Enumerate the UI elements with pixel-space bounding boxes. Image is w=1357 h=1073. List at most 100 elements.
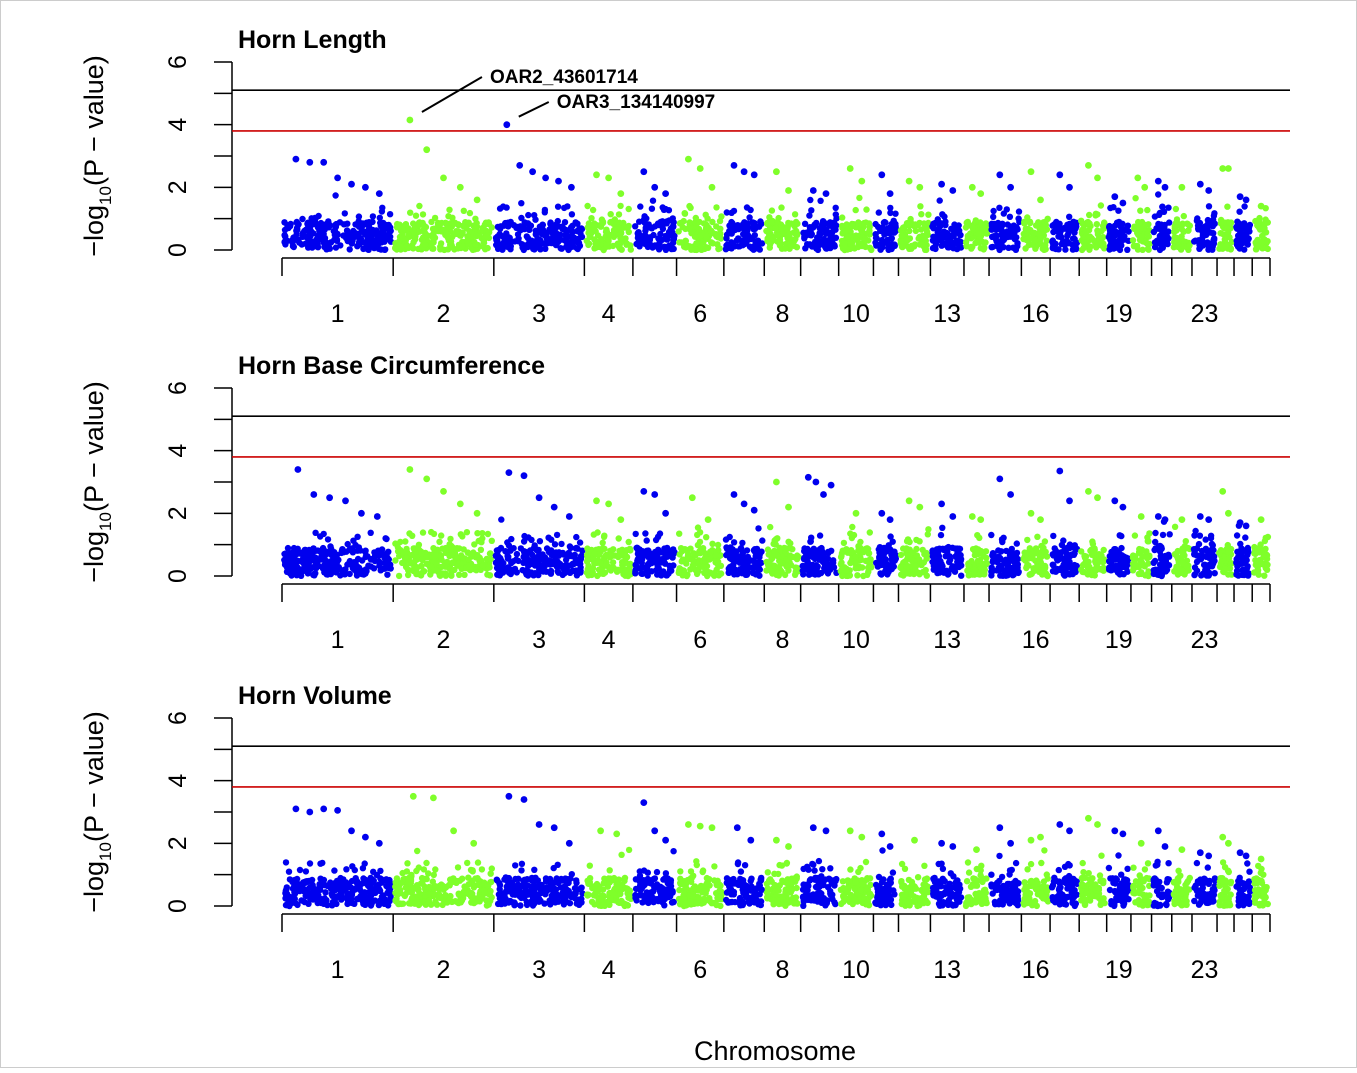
peak-snp-point bbox=[996, 171, 1003, 178]
snp-point bbox=[363, 897, 369, 903]
snp-point bbox=[670, 240, 676, 246]
snp-point bbox=[1058, 228, 1064, 234]
peak-snp-point bbox=[731, 491, 738, 498]
snp-point bbox=[584, 551, 590, 557]
snp-point bbox=[567, 543, 573, 549]
snp-point bbox=[958, 573, 964, 579]
snp-point bbox=[540, 568, 546, 574]
x-tick-label: 8 bbox=[776, 300, 790, 328]
snp-point bbox=[759, 537, 765, 543]
y-tick-label: 4 bbox=[164, 118, 192, 132]
snp-point bbox=[989, 234, 995, 240]
snp-point bbox=[938, 532, 944, 538]
peak-snp-point bbox=[705, 516, 712, 523]
snp-point bbox=[661, 549, 667, 555]
snp-point bbox=[1222, 565, 1228, 571]
snp-point bbox=[1204, 572, 1210, 578]
snp-point bbox=[365, 247, 371, 253]
snp-point bbox=[925, 526, 931, 532]
snp-point bbox=[729, 230, 735, 236]
peak-snp-point bbox=[374, 513, 381, 520]
snp-point bbox=[968, 245, 974, 251]
snp-point bbox=[1060, 537, 1066, 543]
peak-snp-point bbox=[662, 510, 669, 517]
snp-point bbox=[744, 220, 750, 226]
snp-point bbox=[349, 890, 355, 896]
snp-point bbox=[679, 558, 685, 564]
snp-point bbox=[1220, 219, 1226, 225]
snp-point bbox=[916, 235, 922, 241]
snp-point bbox=[379, 208, 385, 214]
peak-snp-point bbox=[813, 479, 820, 486]
snp-point bbox=[1011, 230, 1017, 236]
snp-point bbox=[999, 536, 1005, 542]
peak-snp-point bbox=[440, 175, 447, 182]
snp-point bbox=[359, 557, 365, 563]
snp-point bbox=[676, 570, 682, 576]
snp-point bbox=[860, 573, 866, 579]
snp-point bbox=[622, 568, 628, 574]
snp-point bbox=[907, 222, 913, 228]
snp-point bbox=[410, 228, 416, 234]
snp-point bbox=[898, 552, 904, 558]
peak-snp-point bbox=[423, 146, 430, 153]
snp-point bbox=[1206, 203, 1212, 209]
snp-point bbox=[297, 867, 303, 873]
snp-point bbox=[704, 563, 710, 569]
snp-point bbox=[1245, 547, 1251, 553]
snp-point bbox=[1039, 225, 1045, 231]
snp-point bbox=[515, 235, 521, 241]
snp-point bbox=[398, 244, 404, 250]
snp-point bbox=[1264, 567, 1270, 573]
snp-point bbox=[1066, 214, 1072, 220]
snp-point bbox=[317, 882, 323, 888]
snp-point bbox=[885, 240, 891, 246]
snp-point bbox=[592, 551, 598, 557]
snp-point bbox=[588, 215, 594, 221]
snp-point bbox=[932, 244, 938, 250]
snp-point bbox=[1031, 230, 1037, 236]
snp-point bbox=[878, 571, 884, 577]
snp-point bbox=[883, 561, 889, 567]
snp-point bbox=[904, 538, 910, 544]
snp-point bbox=[1159, 571, 1165, 577]
peak-snp-point bbox=[568, 184, 575, 191]
snp-point bbox=[627, 561, 633, 567]
snp-point bbox=[1015, 215, 1021, 221]
snp-point bbox=[981, 570, 987, 576]
snp-point bbox=[1199, 235, 1205, 241]
peak-snp-point bbox=[1243, 197, 1250, 204]
snp-point bbox=[460, 223, 466, 229]
snp-point bbox=[1080, 562, 1086, 568]
snp-point bbox=[1112, 238, 1118, 244]
snp-point bbox=[643, 549, 649, 555]
snp-point bbox=[290, 243, 296, 249]
snp-point bbox=[478, 539, 484, 545]
snp-point bbox=[716, 572, 722, 578]
snp-point bbox=[1241, 203, 1247, 209]
snp-point bbox=[772, 225, 778, 231]
snp-point bbox=[558, 541, 564, 547]
snp-point bbox=[942, 546, 948, 552]
peak-snp-point bbox=[887, 190, 894, 197]
snp-point bbox=[627, 242, 633, 248]
snp-point bbox=[497, 572, 503, 578]
snp-point bbox=[377, 875, 383, 881]
snp-point bbox=[337, 242, 343, 248]
snp-point bbox=[964, 220, 970, 226]
snp-point bbox=[833, 215, 839, 221]
peak-snp-point bbox=[878, 510, 885, 517]
snp-point bbox=[368, 556, 374, 562]
snp-point bbox=[341, 879, 347, 885]
peak-snp-point bbox=[741, 168, 748, 175]
x-tick-label: 13 bbox=[933, 300, 961, 328]
snp-point bbox=[337, 887, 343, 893]
snp-point bbox=[1210, 230, 1216, 236]
snp-point bbox=[555, 204, 561, 210]
snp-point bbox=[970, 225, 976, 231]
snp-point bbox=[1009, 546, 1015, 552]
snp-point bbox=[545, 557, 551, 563]
snp-point bbox=[305, 224, 311, 230]
snp-point bbox=[569, 211, 575, 217]
